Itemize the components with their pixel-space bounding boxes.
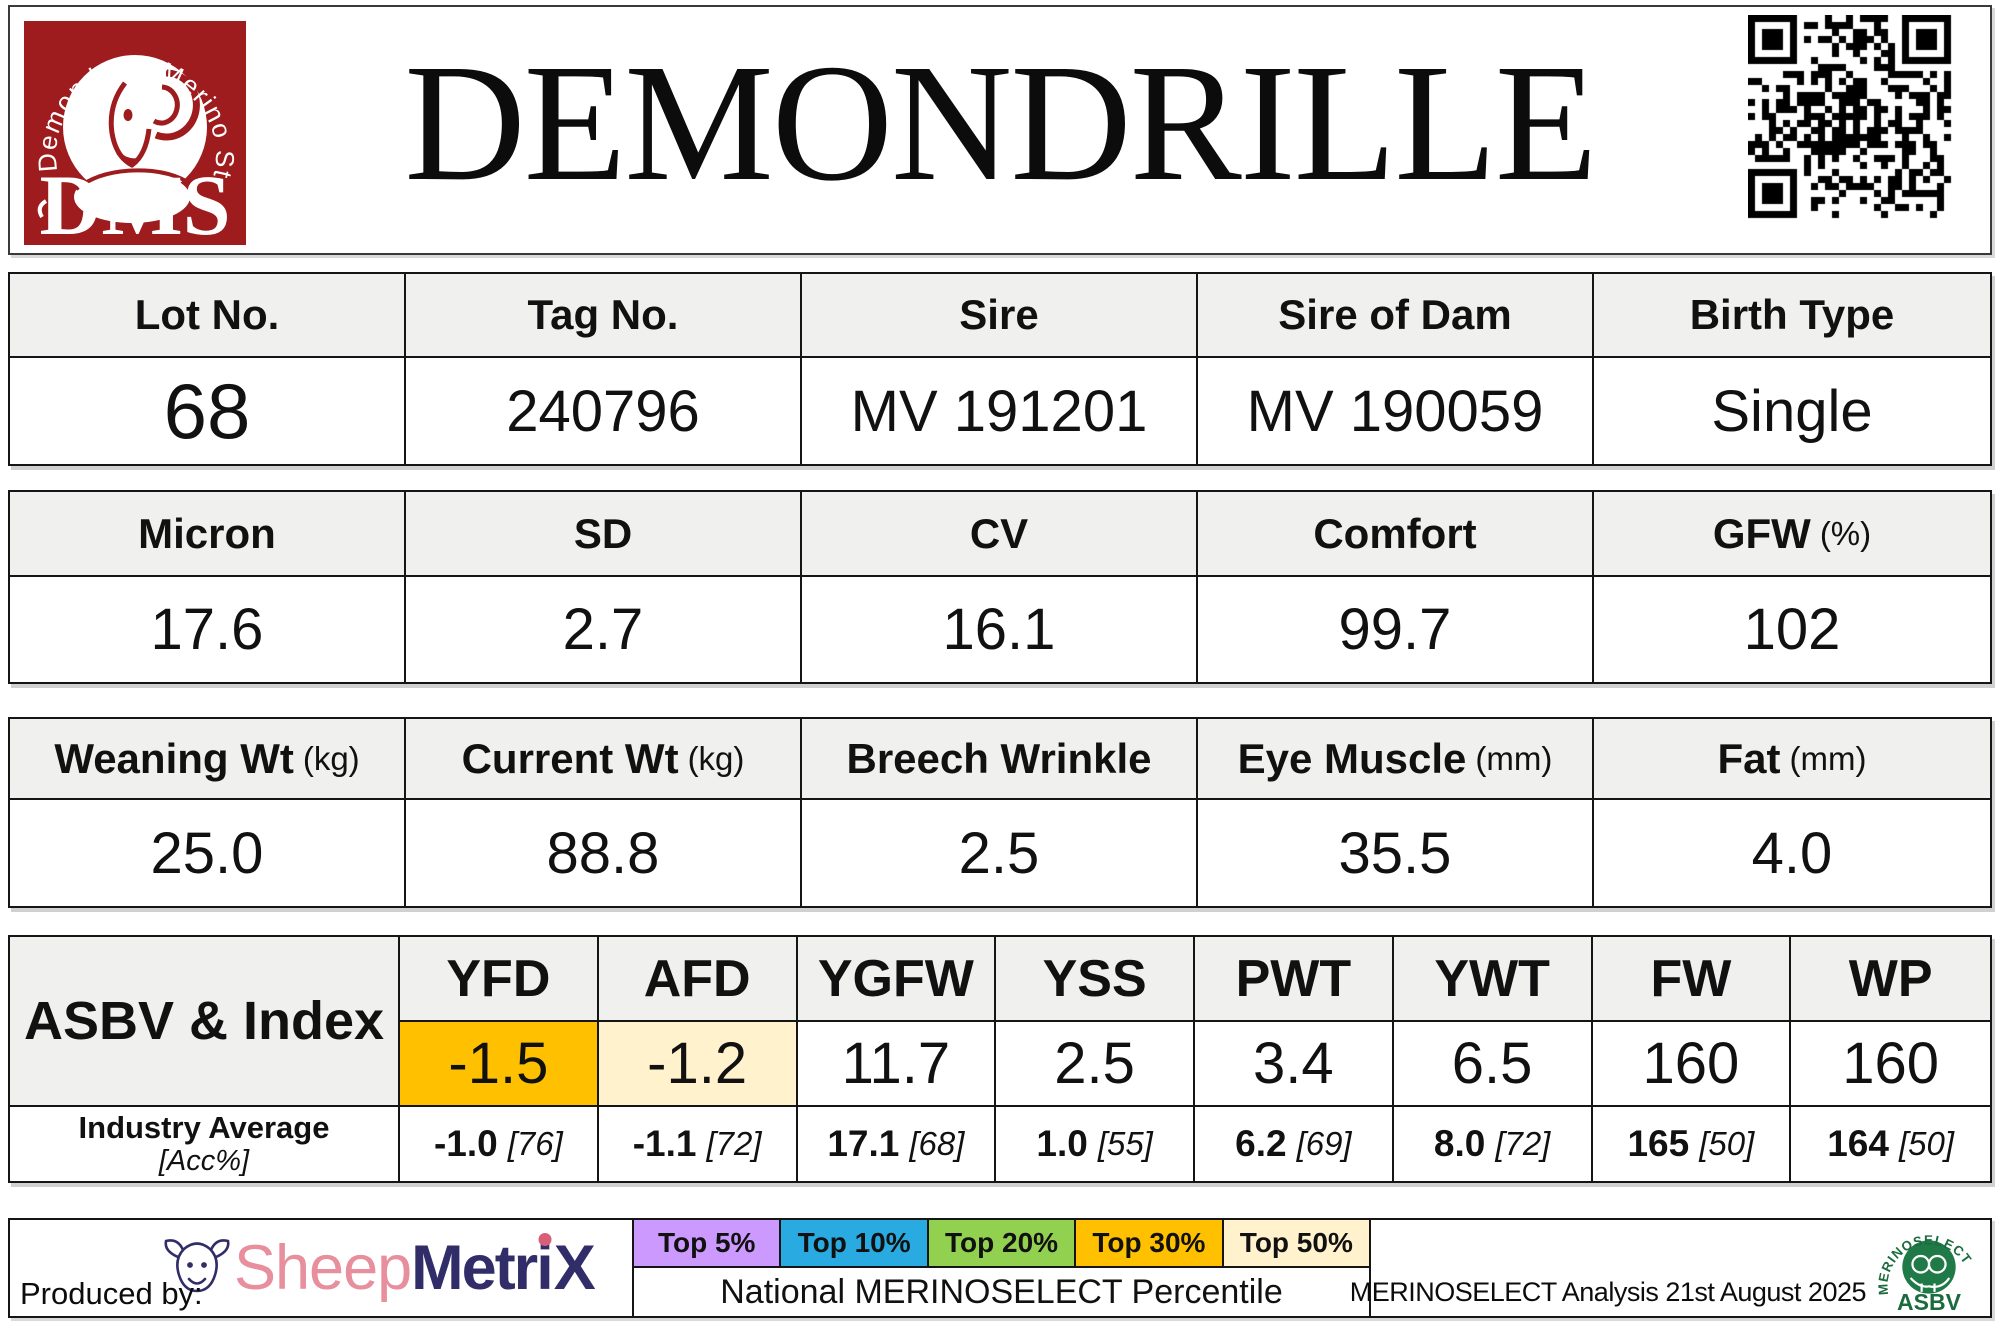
- comfort-header: Comfort: [1198, 492, 1594, 577]
- tag-no-header: Tag No.: [406, 274, 802, 358]
- lot-no-header: Lot No.: [10, 274, 406, 358]
- asbv-pwt-value: 3.4: [1195, 1022, 1394, 1107]
- birth-type-value: Single: [1711, 378, 1873, 444]
- industry-average-label: Industry Average [Acc%]: [10, 1107, 400, 1181]
- chip-top30: Top 30%: [1076, 1220, 1224, 1266]
- cv-value: 16.1: [802, 577, 1198, 682]
- trait-ywt: YWT: [1393, 937, 1593, 1022]
- footer-analysis-section: MERINOSELECT Analysis 21st August 2025 M…: [1350, 1220, 1990, 1316]
- industry-fw: 165 [50]: [1593, 1107, 1792, 1181]
- chip-top10: Top 10%: [781, 1220, 929, 1266]
- industry-ywt: 8.0 [72]: [1394, 1107, 1593, 1181]
- trait-afd: AFD: [598, 937, 798, 1022]
- chip-top50: Top 50%: [1223, 1220, 1370, 1266]
- legend-caption: National MERINOSELECT Percentile: [720, 1272, 1283, 1311]
- produced-by-label: Produced by:: [20, 1276, 203, 1311]
- sheep-face-icon: [164, 1239, 230, 1293]
- footer-producer-section: Sheep Metr i X Produced by:: [10, 1220, 634, 1316]
- asbv-yss-value: 2.5: [996, 1022, 1195, 1107]
- fat-value: 4.0: [1751, 820, 1833, 886]
- industry-yfd: -1.0 [76]: [400, 1107, 599, 1181]
- asbv-afd-value: -1.2: [598, 1022, 798, 1107]
- merinoselect-asbv-logo: MERINOSELECT ASBV: [1875, 1233, 1974, 1313]
- trait-yss: YSS: [996, 937, 1195, 1022]
- qr-code: [1748, 15, 1970, 237]
- eye-muscle-value: 35.5: [1198, 800, 1594, 906]
- sd-header: SD: [406, 492, 802, 577]
- micron-value: 17.6: [10, 577, 406, 682]
- birth-type-header: Birth Type: [1594, 274, 1990, 358]
- trait-wp: WP: [1791, 937, 1990, 1022]
- industry-pwt: 6.2 [69]: [1195, 1107, 1394, 1181]
- weaning-wt-value: 25.0: [10, 800, 406, 906]
- fat-header: Fat (mm): [1594, 719, 1990, 800]
- percentile-chips: Top 5% Top 10% Top 20% Top 30% Top 50%: [634, 1220, 1370, 1268]
- asbv-yfd-value: -1.5: [400, 1022, 599, 1107]
- micron-header: Micron: [10, 492, 406, 577]
- sire-of-dam-value: MV 190059: [1198, 358, 1594, 464]
- asbv-ygfw-value: 11.7: [797, 1022, 997, 1107]
- trait-fw: FW: [1592, 937, 1792, 1022]
- weaning-wt-header: Weaning Wt (kg): [10, 719, 406, 800]
- asbv-wordmark: ASBV: [1897, 1289, 1962, 1313]
- percentile-legend-section: Top 5% Top 10% Top 20% Top 30% Top 50% N…: [634, 1220, 1371, 1316]
- trait-ygfw: YGFW: [797, 937, 997, 1022]
- sire-value: MV 191201: [802, 358, 1198, 464]
- industry-ygfw: 17.1 [68]: [798, 1107, 997, 1181]
- current-wt-header: Current Wt (kg): [406, 719, 802, 800]
- chip-top20: Top 20%: [928, 1220, 1077, 1266]
- asbv-index-label: ASBV & Index: [10, 937, 400, 1107]
- lot-no-value: 68: [10, 358, 406, 464]
- gfw-header: GFW (%): [1594, 492, 1990, 577]
- sheepmetrix-word-sheep: Sheep: [234, 1233, 412, 1303]
- chip-top5: Top 5%: [634, 1220, 782, 1266]
- sire-of-dam-header: Sire of Dam: [1198, 274, 1594, 358]
- breech-wrinkle-header: Breech Wrinkle: [802, 719, 1198, 800]
- header-band: Demondrille Merino Stud DMS DEMONDRILLE: [8, 5, 1992, 255]
- tag-no-value: 240796: [406, 358, 802, 464]
- sheepmetrix-word-i: i: [536, 1233, 554, 1303]
- asbv-wp-value: 160: [1791, 1022, 1990, 1107]
- asbv-fw-value: 160: [1592, 1022, 1792, 1107]
- industry-yss: 1.0 [55]: [996, 1107, 1195, 1181]
- trait-yfd: YFD: [400, 937, 599, 1022]
- comfort-value: 99.7: [1198, 577, 1594, 682]
- industry-afd: -1.1 [72]: [599, 1107, 798, 1181]
- footer: Sheep Metr i X Produced by: Top 5% Top 10% …: [8, 1218, 1992, 1318]
- stud-logo-icon: Demondrille Merino Stud DMS: [24, 21, 246, 245]
- sheepmetrix-logo: Sheep Metr i X: [160, 1232, 596, 1304]
- asbv-ywt-value: 6.5: [1393, 1022, 1593, 1107]
- current-wt-value: 88.8: [406, 800, 802, 906]
- page-title: DEMONDRILLE: [404, 30, 1597, 216]
- stud-logo-initials: DMS: [39, 157, 230, 245]
- wool-table: Micron SD CV Comfort GFW (%) 17.6 2.7 16.…: [8, 490, 1992, 684]
- sheepmetrix-word-metr: Metr: [411, 1233, 538, 1303]
- asbv-table: ASBV & Index YFD AFD YGFW YSS PWT YWT FW…: [8, 935, 1992, 1183]
- gfw-value: 102: [1743, 597, 1841, 662]
- trait-pwt: PWT: [1195, 937, 1394, 1022]
- sd-value: 2.7: [406, 577, 802, 682]
- analysis-date-note: MERINOSELECT Analysis 21st August 2025: [1349, 1277, 1867, 1307]
- eye-muscle-header: Eye Muscle (mm): [1198, 719, 1594, 800]
- breech-wrinkle-value: 2.5: [802, 800, 1198, 906]
- industry-wp: 164 [50]: [1827, 1123, 1955, 1164]
- sire-header: Sire: [802, 274, 1198, 358]
- body-table: Weaning Wt (kg) Current Wt (kg) Breech Wri…: [8, 717, 1992, 908]
- identity-table: Lot No. Tag No. Sire Sire of Dam Birth T…: [8, 272, 1992, 466]
- sheepmetrix-word-x: X: [553, 1233, 596, 1303]
- cv-header: CV: [802, 492, 1198, 577]
